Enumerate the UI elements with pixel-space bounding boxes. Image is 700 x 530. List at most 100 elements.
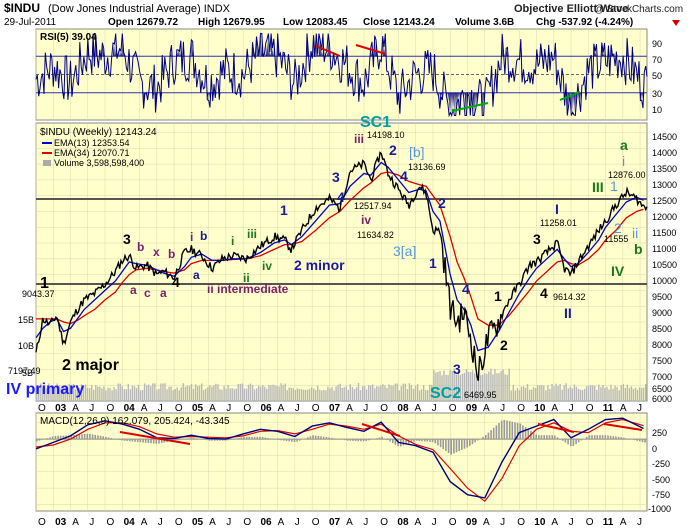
ema13-line: [35, 161, 644, 352]
x-axis-label: 08: [397, 403, 409, 414]
volume-bar: [508, 368, 510, 401]
volume-bar: [606, 386, 608, 401]
macd-hist-bar: [264, 437, 267, 440]
volume-bar: [101, 388, 103, 401]
macd-hist-bar: [487, 432, 490, 440]
x-axis-label: J: [569, 403, 574, 414]
volume-bar: [223, 385, 225, 401]
volume-bar: [105, 390, 107, 401]
wave-label: 1: [429, 255, 437, 271]
wave-label: 2 major: [62, 357, 119, 374]
macd-hist-bar: [203, 439, 205, 440]
x-axis-label: O: [517, 517, 525, 528]
x-axis-label: 11: [603, 403, 614, 414]
volume-bar: [272, 384, 274, 401]
volume-bar: [278, 386, 280, 401]
wave-label: 1: [610, 178, 618, 194]
macd-divergence-3: [537, 423, 575, 433]
macd-hist-bar: [190, 437, 192, 440]
macd-hist-bar: [596, 435, 599, 440]
x-axis-label: A: [346, 517, 353, 528]
volume-bar: [457, 371, 459, 401]
volume-bar: [382, 384, 384, 401]
macd-hist-bar: [259, 436, 261, 440]
point-label-6469: 6469.95: [464, 390, 497, 400]
high-value: High 12679.95: [198, 17, 265, 28]
volume-bar: [579, 389, 582, 401]
wave-label: ii intermediate: [207, 282, 289, 296]
wave-label: SC1: [360, 114, 391, 131]
volume-bar: [62, 385, 64, 401]
macd-hist-bar: [333, 438, 336, 440]
price-tick: 10500: [652, 260, 677, 270]
volume-bar: [347, 389, 349, 401]
wave-label: 1: [40, 275, 49, 292]
macd-hist-bar: [607, 435, 609, 440]
price-tick: 11500: [652, 228, 676, 238]
wave-label: II: [564, 305, 572, 321]
ema13-legend: EMA(13) 12353.54: [54, 138, 130, 148]
macd-hist-bar: [551, 435, 553, 440]
volume-bar: [590, 385, 592, 401]
volume-bar: [201, 383, 203, 401]
rsi-divergence-1: [315, 45, 341, 57]
volume-bar: [258, 385, 260, 401]
macd-hist-bar: [538, 435, 540, 440]
macd-hist-bar: [378, 437, 381, 440]
price-tick: 8500: [652, 324, 672, 334]
copyright-label: @ StockCharts.com: [594, 4, 683, 15]
volume-bar: [211, 386, 213, 401]
volume-bar: [559, 384, 561, 401]
volume-bar: [541, 385, 543, 401]
volume-bar: [530, 389, 533, 401]
x-axis-label: A: [551, 517, 558, 528]
macd-hist-bar: [245, 436, 248, 440]
volume-bar: [56, 383, 58, 401]
macd-hist-bar: [49, 437, 51, 440]
volume-bar: [60, 387, 62, 401]
macd-hist-bar: [362, 439, 365, 442]
volume-bar: [127, 383, 129, 401]
volume-bar: [335, 386, 337, 401]
down-arrow-icon: [672, 20, 680, 26]
x-axis-label: O: [243, 517, 251, 528]
volume-bar: [392, 385, 394, 401]
x-axis-label: A: [209, 403, 216, 414]
volume-bar: [431, 384, 433, 401]
volume-bar: [46, 388, 48, 401]
volume-bar: [563, 385, 565, 401]
macd-hist-bar: [485, 435, 487, 440]
volume-bar: [50, 387, 52, 401]
x-axis-label: 09: [466, 517, 478, 528]
volume-bar: [380, 385, 382, 401]
macd-hist-bar: [237, 438, 240, 440]
macd-hist-bar: [389, 439, 391, 442]
macd-hist-bar: [195, 438, 197, 440]
macd-hist-bar: [54, 435, 57, 440]
volume-bar: [217, 384, 219, 401]
volume-bar: [630, 386, 633, 401]
volume-bar: [443, 370, 445, 401]
volume-bar: [612, 388, 614, 401]
wave-label: 4: [540, 285, 548, 301]
volume-bar: [592, 385, 594, 401]
volume-bar: [323, 389, 325, 401]
volume-bar: [264, 386, 266, 401]
macd-hist-bar: [293, 439, 296, 443]
x-axis-label: A: [483, 403, 490, 414]
volume-bar: [388, 384, 390, 401]
volume-bar: [640, 387, 643, 401]
volume-value: Volume 3.6B: [455, 17, 514, 28]
x-axis-label: J: [226, 403, 231, 414]
x-axis-label: 10: [534, 403, 546, 414]
macd-hist-bar: [644, 439, 646, 443]
macd-hist-bar: [461, 439, 463, 450]
volume-bar: [581, 389, 584, 401]
x-axis-label: O: [380, 517, 388, 528]
x-axis-label: J: [363, 517, 368, 528]
volume-bar: [93, 389, 95, 401]
x-axis-label: O: [38, 403, 46, 414]
volume-bar: [54, 386, 56, 401]
volume-bar: [203, 390, 205, 401]
macd-hist-bar: [349, 439, 352, 441]
